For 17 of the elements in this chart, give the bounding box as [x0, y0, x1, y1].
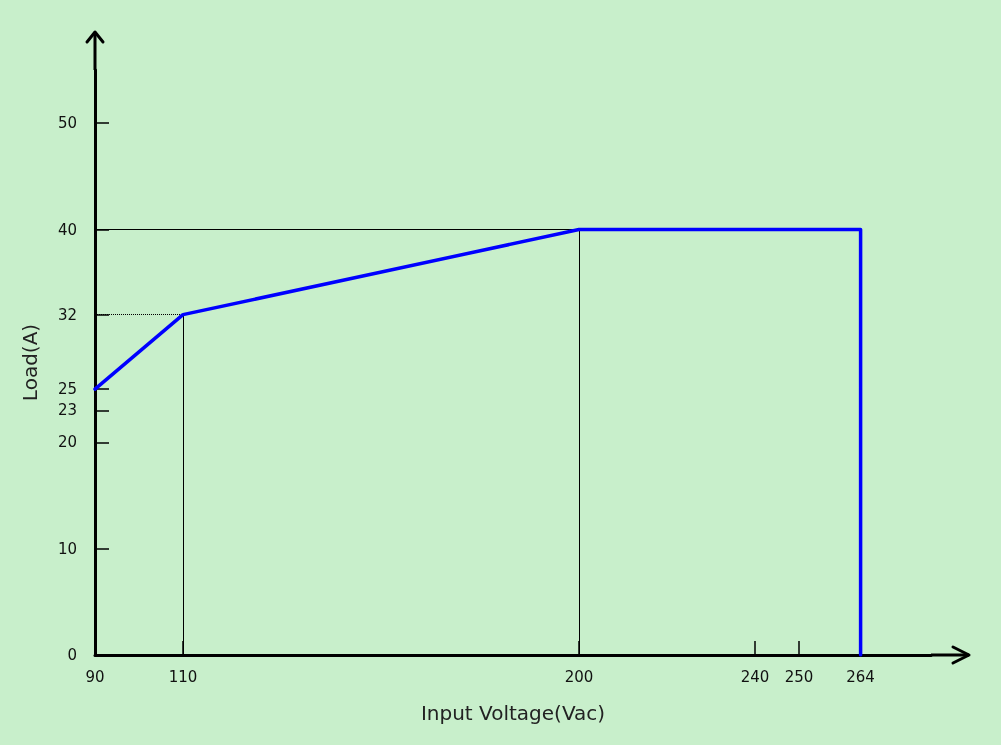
- x-tick-label: 90: [85, 667, 105, 686]
- x-tick-label: 250: [784, 667, 814, 686]
- x-axis-title: Input Voltage(Vac): [420, 701, 606, 725]
- x-tick-label: 200: [564, 667, 594, 686]
- y-tick-label: 25: [57, 380, 77, 399]
- y-tick-label: 40: [57, 220, 77, 239]
- x-tick-label: 264: [846, 667, 875, 686]
- x-tick-label: 110: [168, 667, 198, 686]
- y-tick-label: 50: [57, 114, 77, 133]
- y-tick-label: 32: [57, 305, 77, 324]
- y-tick-label: 23: [57, 401, 77, 420]
- y-axis-title: Load(A): [18, 323, 42, 402]
- y-tick-label: 20: [57, 433, 77, 452]
- y-tick-label: 10: [57, 539, 77, 558]
- y-tick-label: 0: [67, 646, 77, 664]
- x-tick-label: 240: [740, 667, 770, 686]
- line-series: [93, 227, 863, 657]
